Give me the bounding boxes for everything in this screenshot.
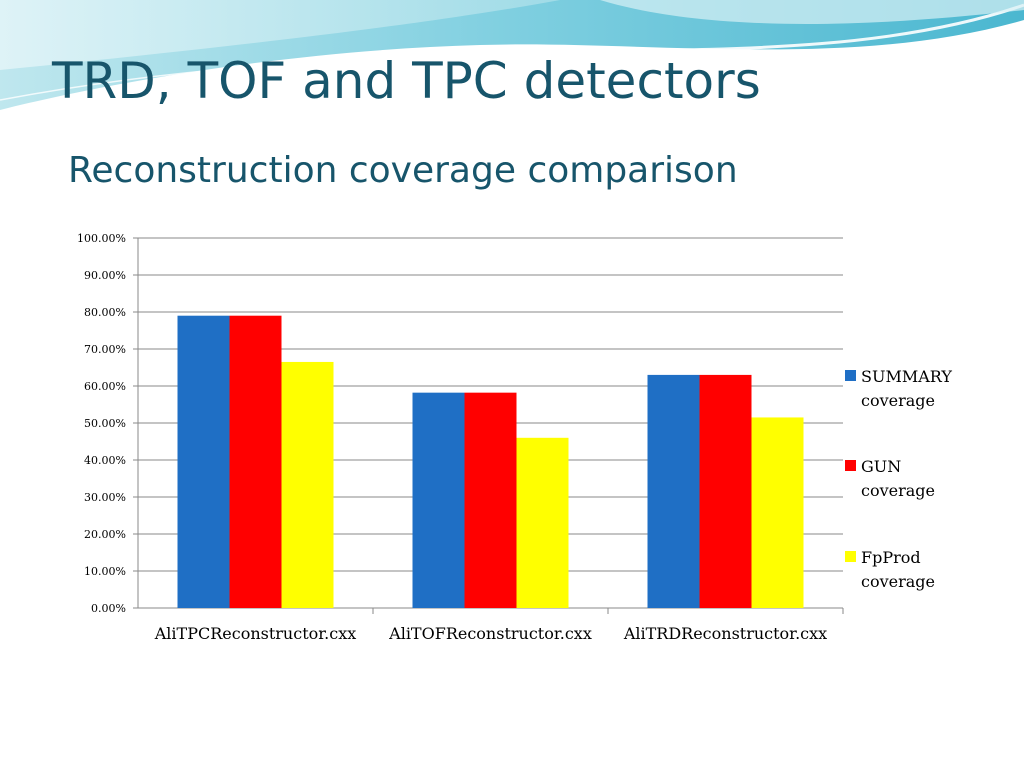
- legend-label: FpProd coverage: [861, 548, 935, 591]
- y-tick-label: 80.00%: [84, 306, 126, 319]
- legend-swatch: [845, 551, 856, 562]
- legend-swatch: [845, 460, 856, 471]
- y-tick-label: 90.00%: [84, 269, 126, 282]
- y-tick-label: 30.00%: [84, 491, 126, 504]
- legend-label: GUN coverage: [861, 457, 935, 500]
- bar: [516, 437, 569, 608]
- x-category-label: AliTPCReconstructor.cxx: [154, 624, 356, 643]
- bar: [464, 392, 517, 608]
- slide-subtitle: Reconstruction coverage comparison: [68, 150, 738, 191]
- legend-label: SUMMARY coverage: [861, 367, 952, 410]
- y-tick-label: 70.00%: [84, 343, 126, 356]
- x-category-label: AliTOFReconstructor.cxx: [388, 624, 592, 643]
- y-tick-label: 40.00%: [84, 454, 126, 467]
- bar: [751, 417, 804, 608]
- y-tick-label: 20.00%: [84, 528, 126, 541]
- bar: [647, 374, 700, 608]
- x-category-label: AliTRDReconstructor.cxx: [623, 624, 827, 643]
- bar: [412, 392, 465, 608]
- slide-title: TRD, TOF and TPC detectors: [52, 52, 761, 110]
- bar: [699, 374, 752, 608]
- bar: [229, 315, 282, 608]
- bar: [177, 315, 230, 608]
- legend-swatch: [845, 370, 856, 381]
- y-tick-label: 60.00%: [84, 380, 126, 393]
- y-tick-label: 50.00%: [84, 417, 126, 430]
- y-tick-label: 100.00%: [77, 232, 126, 245]
- y-tick-label: 10.00%: [84, 565, 126, 578]
- bar: [281, 361, 334, 608]
- y-tick-label: 0.00%: [91, 602, 126, 615]
- wave-decoration: [0, 0, 1024, 114]
